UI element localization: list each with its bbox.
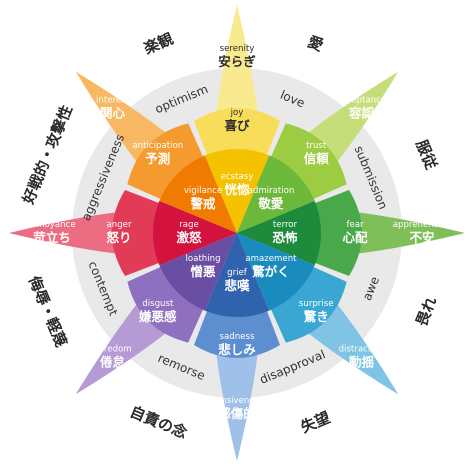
disgust-outer-jp-label: 倦怠 — [100, 354, 126, 369]
joy-mid-en-label: joy — [230, 108, 244, 118]
sadness-outer-en-label: pensiveness — [210, 396, 264, 406]
anticipation-inner-band — [159, 155, 237, 233]
combination-jp-disapproval: 失望 — [298, 408, 333, 436]
sadness-inner-en-label: grief — [227, 268, 248, 278]
combination-jp-awe: 畏れ — [412, 294, 440, 329]
trust-outer-jp-label: 容認 — [348, 106, 375, 121]
petal-joy — [193, 5, 281, 233]
fear-inner-jp-label: 恐怖 — [272, 230, 298, 245]
sadness-mid-jp-label: 悲しみ — [218, 342, 256, 357]
fear-mid-jp-label: 心配 — [342, 230, 368, 245]
joy-outer-jp-label: 安らぎ — [218, 54, 256, 69]
anger-inner-jp-label: 激怒 — [176, 230, 202, 245]
sadness-inner-band — [204, 233, 270, 318]
petal-layer — [9, 5, 465, 461]
anticipation-inner-jp-label: 警戒 — [190, 196, 217, 211]
anger-outer-jp-label: 苛立ち — [33, 230, 71, 245]
anticipation-inner-en-label: vigilance — [184, 186, 222, 196]
petal-sadness — [193, 233, 281, 461]
combination-jp-submission: 服従 — [412, 137, 440, 173]
anger-mid-jp-label: 怒り — [106, 230, 131, 245]
fear-mid-en-label: fear — [346, 220, 364, 230]
fear-inner-en-label: terror — [273, 220, 298, 230]
anticipation-mid-jp-label: 予測 — [145, 151, 170, 166]
disgust-inner-jp-label: 憎悪 — [191, 264, 217, 279]
anticipation-outer-en-label: interest — [96, 96, 130, 106]
sadness-outer-jp-label: 感傷的 — [218, 406, 256, 421]
petal-disgust — [75, 233, 237, 395]
anticipation-mid-en-label: anticipation — [132, 141, 183, 151]
trust-inner-jp-label: 敬愛 — [257, 196, 284, 211]
disgust-mid-en-label: disgust — [142, 299, 174, 309]
trust-mid-en-label: trust — [306, 141, 327, 151]
trust-outer-en-label: acceptance — [337, 96, 387, 106]
combination-jp-love: 愛 — [305, 32, 326, 54]
joy-mid-jp-label: 喜び — [224, 118, 250, 133]
fear-outer-en-label: apprehension — [393, 220, 452, 230]
combination-jp-remorse: 自責の念 — [127, 403, 189, 443]
petal-fear — [237, 189, 465, 277]
combination-jp-optimism: 楽観 — [141, 30, 176, 58]
fear-outer-jp-label: 不安 — [409, 230, 434, 245]
sadness-mid-en-label: sadness — [220, 332, 255, 342]
disgust-inner-en-label: loathing — [186, 254, 221, 264]
disgust-inner-band — [159, 233, 237, 311]
joy-inner-band — [204, 149, 270, 233]
trust-inner-en-label: admiration — [248, 186, 295, 196]
anticipation-outer-jp-label: 関心 — [100, 106, 126, 121]
surprise-inner-en-label: amazement — [245, 254, 297, 264]
surprise-mid-jp-label: 驚き — [303, 309, 329, 324]
petal-surprise — [237, 233, 399, 395]
petal-anger — [9, 189, 237, 277]
disgust-mid-jp-label: 嫌悪感 — [138, 309, 177, 324]
joy-outer-en-label: serenity — [220, 44, 255, 54]
combination-jp-aggressiveness: 好戦的・攻撃性 — [19, 103, 76, 208]
trust-inner-band — [237, 155, 315, 233]
fear-inner-band — [237, 200, 321, 266]
trust-mid-jp-label: 信頼 — [304, 151, 330, 166]
anger-outer-en-label: annoyance — [28, 220, 75, 230]
anger-mid-en-label: anger — [107, 220, 132, 230]
anger-inner-band — [153, 200, 237, 266]
surprise-outer-en-label: distraction — [339, 344, 385, 354]
anger-inner-en-label: rage — [179, 220, 199, 230]
disgust-outer-en-label: boredom — [93, 344, 131, 354]
petal-anticipation — [75, 71, 237, 233]
sadness-inner-jp-label: 悲嘆 — [224, 278, 250, 293]
petal-trust — [237, 71, 399, 233]
surprise-inner-band — [237, 233, 315, 311]
surprise-mid-en-label: surprise — [299, 299, 334, 309]
combination-jp-contempt: 侮辱・軽蔑 — [25, 273, 70, 349]
joy-inner-en-label: ecstasy — [221, 172, 254, 182]
surprise-outer-jp-label: 動揺 — [349, 354, 375, 369]
surprise-inner-jp-label: 驚がく — [251, 264, 290, 279]
joy-inner-jp-label: 恍惚 — [224, 182, 250, 197]
